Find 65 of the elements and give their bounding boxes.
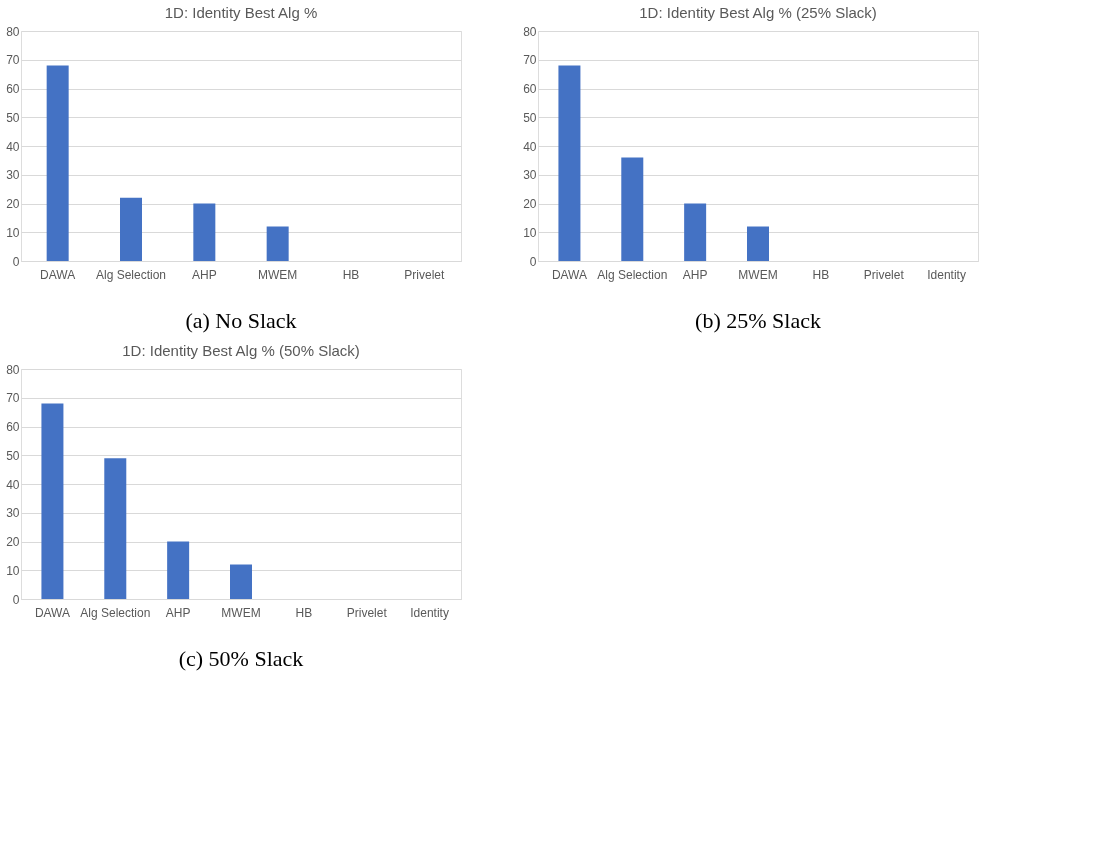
- y-tick-label: 70: [6, 53, 20, 68]
- y-tick-label: 40: [6, 477, 20, 492]
- y-tick-label: 60: [6, 82, 20, 96]
- bar: [46, 65, 69, 261]
- x-tick-label: Alg Selection: [597, 267, 668, 282]
- y-tick-label: 0: [529, 254, 537, 269]
- x-tick-label: Identity: [927, 267, 966, 282]
- x-tick-label: HB: [812, 267, 830, 282]
- x-tick-label: Alg Selection: [80, 605, 151, 620]
- bar: [558, 65, 581, 261]
- bar: [104, 458, 127, 599]
- x-tick-label: MWEM: [738, 267, 778, 282]
- x-tick-label: Alg Selection: [95, 267, 167, 282]
- y-tick-label: 60: [6, 420, 20, 434]
- x-tick-label: AHP: [165, 605, 191, 620]
- text: (b) 25% Slack: [695, 308, 821, 333]
- y-tick-label: 70: [523, 53, 537, 68]
- bar: [193, 203, 216, 261]
- bar: [621, 157, 644, 261]
- y-tick-label: 20: [523, 197, 537, 211]
- x-tick-label: Privelet: [863, 267, 905, 282]
- y-tick-label: 10: [6, 563, 20, 578]
- x-tick-label: HB: [295, 605, 313, 620]
- chart-title: 1D: Identity Best Alg % (25% Slack): [639, 4, 877, 21]
- bar: [120, 197, 142, 261]
- bar: [266, 226, 289, 261]
- x-tick-label: MWEM: [258, 267, 298, 282]
- y-tick-label: 50: [6, 110, 20, 125]
- y-tick-label: 0: [12, 254, 20, 269]
- y-tick-label: 50: [6, 448, 20, 463]
- bar: [747, 226, 769, 261]
- chart-title: 1D: Identity Best Alg % (50% Slack): [122, 342, 360, 359]
- x-tick-label: DAWA: [40, 267, 76, 282]
- x-tick-label: Identity: [410, 605, 449, 620]
- y-tick-label: 80: [6, 362, 20, 377]
- y-tick-label: 40: [523, 139, 537, 154]
- bar: [230, 564, 252, 599]
- y-tick-label: 80: [6, 24, 20, 39]
- y-tick-label: 30: [523, 168, 537, 183]
- y-tick-label: 20: [6, 197, 20, 211]
- y-tick-label: 30: [6, 506, 20, 521]
- bar: [684, 203, 707, 261]
- y-tick-label: 10: [523, 225, 537, 240]
- y-tick-label: 0: [12, 592, 20, 607]
- y-tick-label: 40: [6, 139, 20, 154]
- text: (a) No Slack: [185, 308, 297, 333]
- y-tick-label: 70: [6, 391, 20, 406]
- x-tick-label: AHP: [682, 267, 708, 282]
- x-tick-label: DAWA: [551, 267, 587, 282]
- y-tick-label: 20: [6, 535, 20, 549]
- y-tick-label: 30: [6, 168, 20, 183]
- y-tick-label: 60: [523, 82, 537, 96]
- x-tick-label: MWEM: [221, 605, 261, 620]
- text: (c) 50% Slack: [178, 646, 304, 671]
- y-tick-label: 50: [523, 110, 537, 125]
- x-tick-label: HB: [342, 267, 360, 282]
- bar: [41, 403, 64, 599]
- x-tick-label: AHP: [191, 267, 217, 282]
- y-tick-label: 80: [523, 24, 537, 39]
- bar: [167, 541, 190, 599]
- x-tick-label: Privelet: [346, 605, 388, 620]
- x-tick-label: DAWA: [34, 605, 70, 620]
- chart-title: 1D: Identity Best Alg %: [164, 4, 318, 21]
- x-tick-label: Privelet: [404, 267, 446, 282]
- y-tick-label: 10: [6, 225, 20, 240]
